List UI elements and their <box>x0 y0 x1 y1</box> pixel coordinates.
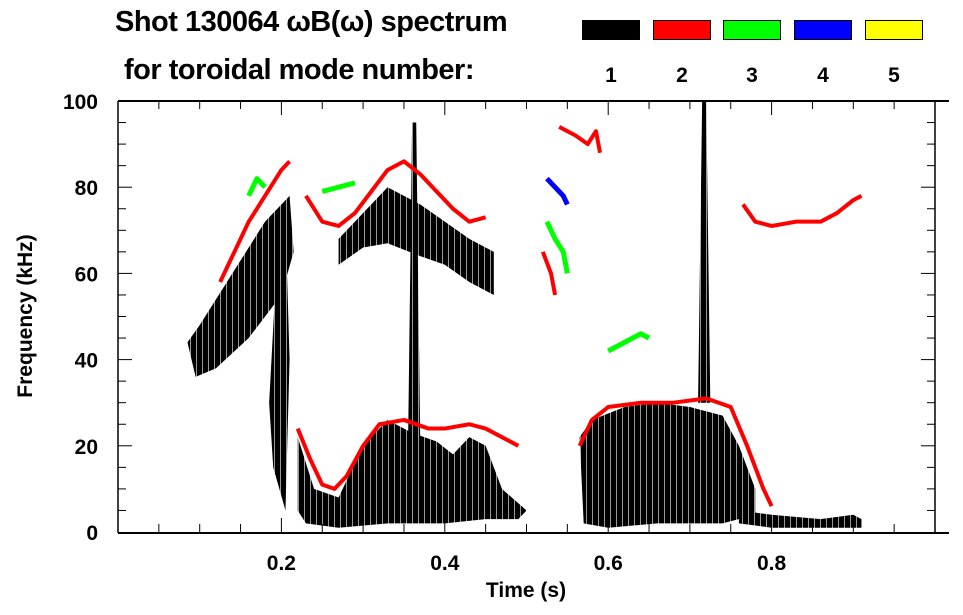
axes: 0.2 0.4 0.6 0.8 0 20 40 60 80 100 <box>63 91 949 575</box>
legend-label-mode-3: 3 <box>746 64 758 87</box>
mode-4-trace-11 <box>545 176 570 206</box>
y-axis-title: Frequency (kHz) <box>14 234 37 397</box>
y-tick-label: 100 <box>63 91 98 114</box>
x-tick-label: 0.6 <box>594 552 623 575</box>
legend-swatch-mode-2 <box>653 20 711 40</box>
chart-title-line1: Shot 130064 ωB(ω) spectrum <box>115 6 508 38</box>
legend-label-mode-5: 5 <box>888 64 900 87</box>
mode-2-trace-3 <box>577 396 774 507</box>
mode-1-region-5 <box>738 510 862 528</box>
mode-3-trace-10 <box>321 180 356 194</box>
legend-swatch-mode-1 <box>582 20 640 40</box>
y-tick-label: 80 <box>75 177 98 200</box>
spectrogram-marks <box>187 101 863 528</box>
mode-3-trace-7 <box>544 220 570 274</box>
mode-1-region-0 <box>187 195 294 377</box>
legend-label-mode-1: 1 <box>605 64 617 87</box>
chart-title-line2: for toroidal mode number: <box>124 54 475 86</box>
mode-1-region-2 <box>297 419 527 528</box>
mode-2-trace-1 <box>304 159 487 228</box>
x-tick-label: 0.8 <box>757 552 787 575</box>
y-tick-label: 0 <box>86 522 98 545</box>
x-tick-label: 0.4 <box>430 552 460 575</box>
mode-1-region-6 <box>408 122 421 446</box>
y-tick-label: 40 <box>75 350 98 373</box>
y-tick-label: 60 <box>75 263 98 286</box>
mode-2-trace-5 <box>558 125 602 154</box>
mode-2-trace-2 <box>295 417 520 491</box>
legend-swatch-mode-5 <box>865 20 923 40</box>
legend-label-mode-4: 4 <box>817 64 829 87</box>
x-axis-title: Time (s) <box>486 579 566 602</box>
mode-2-trace-6 <box>540 251 558 296</box>
legend-swatch-mode-4 <box>794 20 852 40</box>
mode-2-trace-0 <box>218 159 292 283</box>
legend-label-mode-2: 2 <box>676 64 688 87</box>
mode-1-region-4 <box>579 402 756 528</box>
mode-3-trace-9 <box>246 176 267 197</box>
mode-1-region-7 <box>698 101 711 403</box>
mode-3-trace-8 <box>607 331 651 354</box>
x-tick-label: 0.2 <box>267 552 296 575</box>
mode-2-trace-4 <box>741 194 863 228</box>
y-tick-label: 20 <box>75 436 98 459</box>
legend-swatch-mode-3 <box>723 20 781 40</box>
mode-1-region-1 <box>269 221 290 511</box>
